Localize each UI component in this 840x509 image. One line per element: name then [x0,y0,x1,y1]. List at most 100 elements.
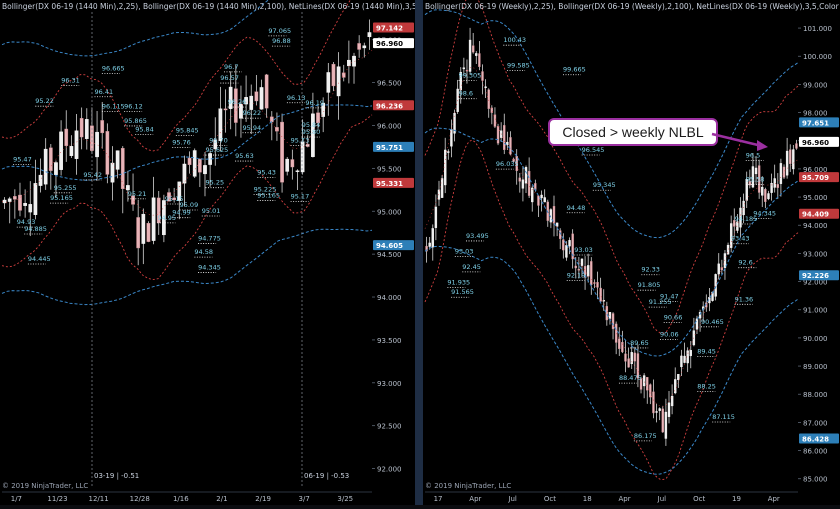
netline-value-label: 94.99 [172,209,191,217]
price-marker-box [373,240,414,251]
y-tick-label: 94.000 [377,294,402,302]
netline-value-label: 96.115 [102,102,125,110]
candle-body [521,179,525,189]
candle-body [331,63,336,87]
netline-value-label: 92.45 [462,263,481,271]
netline-value-label: 95.76 [172,138,191,146]
left-indicator-header: Bollinger(DX 06-19 (1440 Min),2,25), Bol… [2,2,436,11]
candle-body [136,217,141,249]
candle-body [218,108,223,142]
netline-value-label: 94.775 [198,234,221,242]
price-marker-label: 86.428 [802,436,829,444]
x-tick-label: 18 [583,495,592,503]
y-tick-label: 96.000 [803,166,828,174]
candle-body [244,97,248,105]
candle-body [228,86,233,109]
candle-body [661,408,664,433]
candle-body [316,112,320,124]
candle-body [471,45,475,53]
netline-value-label: 97.065 [268,27,291,35]
left-chart-panel[interactable]: 97.00096.50096.00095.50095.00094.50094.0… [0,0,436,505]
candle-body [776,184,779,188]
panel-divider[interactable] [415,0,423,505]
netline-value-label: 95.09 [180,201,199,209]
netline-value-label: 96.19 [305,99,324,107]
candle-body [779,163,783,184]
candle-body [367,32,372,38]
candle-body [141,213,146,244]
candle-body [478,53,481,67]
candle-body [729,223,733,248]
candle-body [683,355,686,363]
price-marker-label: 95.331 [376,180,403,188]
price-marker-label: 94.409 [802,211,829,219]
netline-value-label: 95.43 [257,168,276,176]
netline-value-label: 91.935 [447,278,470,286]
candle-body [602,300,605,302]
netline-value-label: 95.845 [176,126,199,134]
netline-value-label: 90.06 [660,330,679,338]
candle-body [639,378,643,390]
price-marker-box [373,141,414,152]
x-tick-label: Oct [693,495,705,503]
netline-value-label: 95.01 [202,207,221,215]
candle-body [239,103,243,119]
x-tick-label: Apr [618,495,630,503]
netline-value-label: 92.19 [567,271,586,279]
right-chart-panel[interactable]: 101.000100.00099.00098.00097.00096.00095… [423,0,840,505]
netline-value-label: 87.115 [712,413,735,421]
candle-body [357,43,361,50]
candle-body [172,197,176,201]
candle-body [624,353,627,362]
netline-value-label: 95.22 [35,97,54,105]
candle-body [18,194,22,211]
netline-value-label: 93.495 [466,232,489,240]
x-tick-label: 2/19 [255,495,271,503]
netline-value-label: 96.13 [287,94,306,102]
x-tick-label: 17 [434,495,443,503]
right-chart-svg[interactable]: 101.000100.00099.00098.00097.00096.00095… [423,0,840,505]
candle-body [782,166,786,178]
netline-value-label: 96.26 [228,98,247,106]
netline-value-label: 95.165 [50,194,73,202]
candle-body [642,375,646,387]
candle-body [627,358,630,368]
candle-body [465,69,469,72]
candle-body [182,163,187,184]
netline-value-label: 94.95 [157,214,176,222]
left-chart-svg[interactable]: 97.00096.50096.00095.50095.00094.50094.0… [0,0,415,505]
right-copyright: © 2019 NinjaTrader, LLC [425,482,512,490]
candle-body [636,353,640,379]
candle-body [453,112,456,134]
candle-body [198,158,202,173]
candle-body [233,88,238,123]
bollinger-100-upper [1,0,270,57]
candle-body [285,158,290,172]
price-marker-label: 96.960 [802,139,829,147]
candle-body [785,150,789,176]
candle-body [162,200,166,236]
candle-body [726,244,730,255]
netline-value-label: 96.88 [272,37,291,45]
session-label: 03-19 | -0.51 [94,472,139,480]
candle-body [754,167,758,175]
y-tick-label: 86.000 [803,448,828,456]
candle-body [249,95,254,110]
bollinger-100-mid [1,104,373,181]
candle-body [577,268,581,271]
price-marker-box [373,100,414,111]
price-marker-box [799,208,839,219]
candle-body [717,263,720,275]
candle-body [583,266,587,278]
candle-body [792,149,795,170]
price-marker-label: 95.751 [376,144,403,152]
candle-body [614,323,618,343]
x-tick-label: 2/1 [216,495,227,503]
candle-body [341,72,346,78]
bollinger-100-mid [424,127,799,357]
candle-body [515,156,518,171]
price-marker-label: 92.226 [802,272,829,280]
candle-body [565,245,568,258]
candle-body [69,146,74,156]
candle-body [484,86,487,88]
